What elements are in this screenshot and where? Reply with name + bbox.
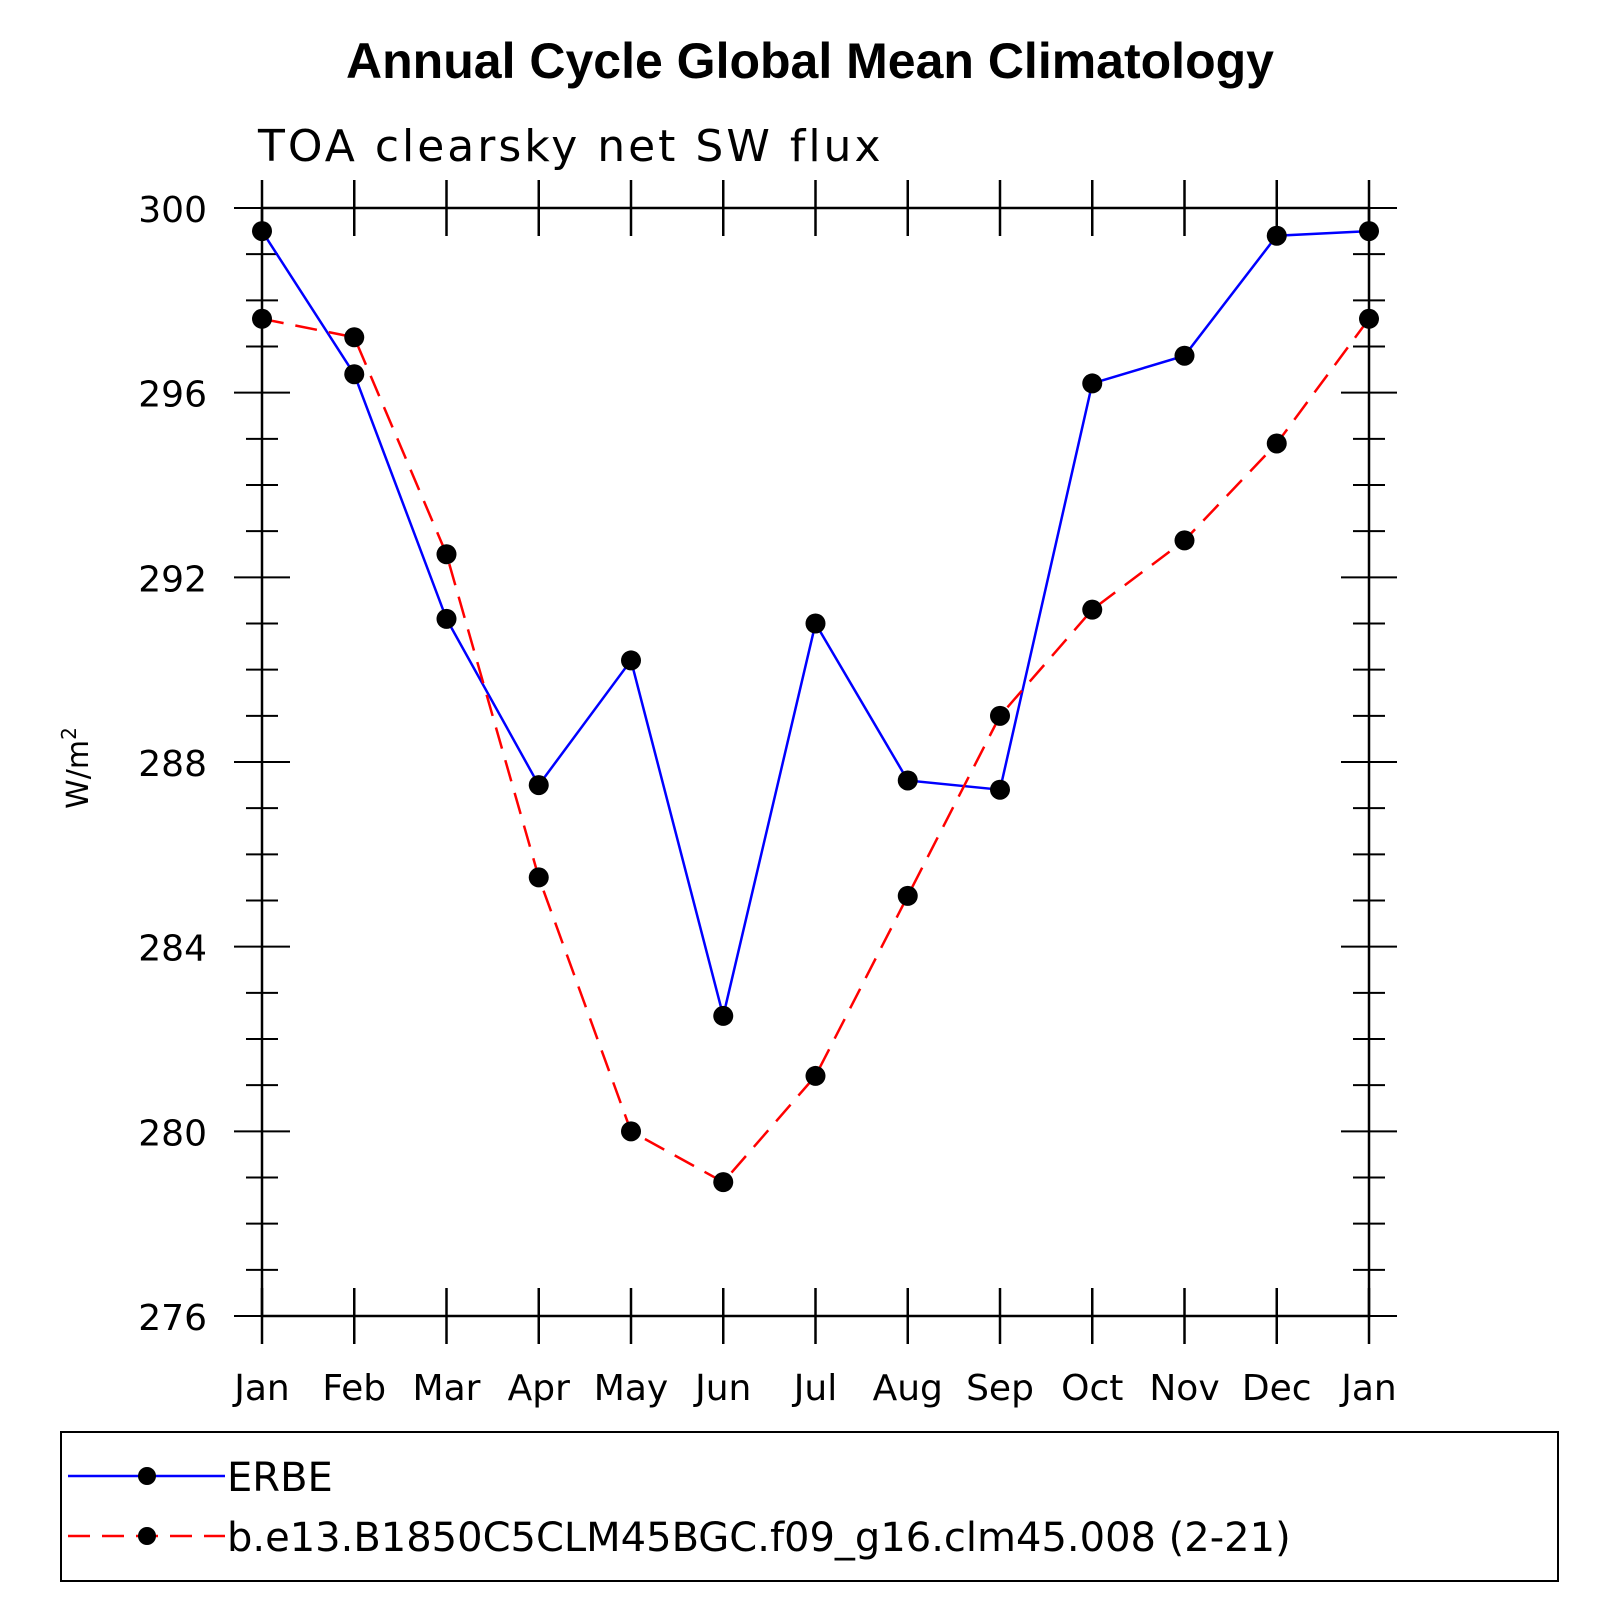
data-point-series-1 bbox=[252, 221, 272, 242]
y-tick-label: 292 bbox=[138, 559, 207, 600]
x-tick-label: Apr bbox=[508, 1368, 570, 1409]
data-point-series-2 bbox=[621, 1121, 641, 1142]
legend-label-series-1: ERBE bbox=[227, 1455, 333, 1501]
y-axis-label-superscript: 2 bbox=[57, 727, 81, 740]
legend-label-series-2: b.e13.B1850C5CLM45BGC.f09_g16.clm45.008 … bbox=[227, 1515, 1291, 1561]
data-point-series-2 bbox=[897, 885, 918, 906]
x-tick-label: Sep bbox=[966, 1368, 1034, 1409]
data-point-series-1 bbox=[344, 364, 365, 385]
y-axis-label-text: W/m bbox=[61, 740, 96, 809]
legend-box bbox=[60, 1431, 1559, 1582]
x-tick-label: Feb bbox=[322, 1368, 386, 1409]
x-tick-label: May bbox=[594, 1368, 668, 1409]
chart-title: Annual Cycle Global Mean Climatology bbox=[346, 33, 1274, 89]
y-tick-label: 280 bbox=[138, 1113, 207, 1154]
data-point-series-1 bbox=[990, 779, 1010, 800]
data-point-series-1 bbox=[1174, 345, 1195, 366]
data-point-series-1 bbox=[897, 770, 918, 791]
y-tick-label: 288 bbox=[138, 744, 207, 785]
chart-subtitle: TOA clearsky net SW flux bbox=[257, 121, 883, 172]
data-point-series-1 bbox=[528, 775, 549, 796]
data-point-series-1 bbox=[1082, 373, 1103, 394]
data-point-series-2 bbox=[713, 1172, 734, 1193]
x-tick-label: Jan bbox=[232, 1368, 290, 1409]
axes: Jan Feb Mar Apr May Jun Jul Aug Sep Oct Nov Dec Jan 2… bbox=[138, 180, 1397, 1409]
legend-marker-series-1 bbox=[138, 1467, 156, 1485]
data-point-series-2 bbox=[528, 867, 549, 888]
legend-marker-series-2 bbox=[138, 1527, 156, 1545]
data-point-series-2 bbox=[344, 327, 365, 348]
data-point-series-1 bbox=[621, 650, 641, 671]
y-tick-label: 284 bbox=[138, 929, 207, 970]
data-point-series-1 bbox=[805, 613, 826, 634]
data-point-series-1 bbox=[1359, 221, 1379, 242]
data-point-series-1 bbox=[1266, 225, 1287, 246]
x-tick-label: Oct bbox=[1061, 1368, 1123, 1409]
data-point-series-2 bbox=[252, 308, 272, 329]
data-point-series-2 bbox=[805, 1065, 826, 1086]
x-tick-label: Jul bbox=[792, 1368, 837, 1409]
y-axis-label: W/m2 bbox=[57, 727, 96, 809]
x-tick-label: Jun bbox=[693, 1368, 751, 1409]
data-point-series-2 bbox=[436, 544, 457, 565]
legend: ERBE b.e13.B1850C5CLM45BGC.f09_g16.clm45.… bbox=[68, 1455, 1291, 1561]
data-point-series-1 bbox=[436, 608, 457, 629]
data-point-series-2 bbox=[1174, 530, 1195, 551]
data-point-series-2 bbox=[1082, 599, 1103, 620]
x-tick-label: Nov bbox=[1149, 1368, 1219, 1409]
y-tick-label: 276 bbox=[138, 1298, 207, 1339]
data-point-series-2 bbox=[1266, 433, 1287, 454]
y-tick-label: 300 bbox=[138, 190, 207, 231]
x-tick-label: Dec bbox=[1242, 1368, 1312, 1409]
y-tick-label: 296 bbox=[138, 375, 207, 416]
x-tick-label: Jan bbox=[1339, 1368, 1397, 1409]
data-point-series-2 bbox=[1359, 308, 1379, 329]
data-point-series-2 bbox=[990, 705, 1010, 726]
x-tick-label: Mar bbox=[413, 1368, 481, 1409]
x-tick-label: Aug bbox=[873, 1368, 943, 1409]
series-line-2 bbox=[261, 317, 1371, 1184]
series-layer bbox=[252, 221, 1379, 1193]
data-point-series-1 bbox=[713, 1005, 734, 1026]
plot-frame bbox=[260, 206, 1371, 1318]
